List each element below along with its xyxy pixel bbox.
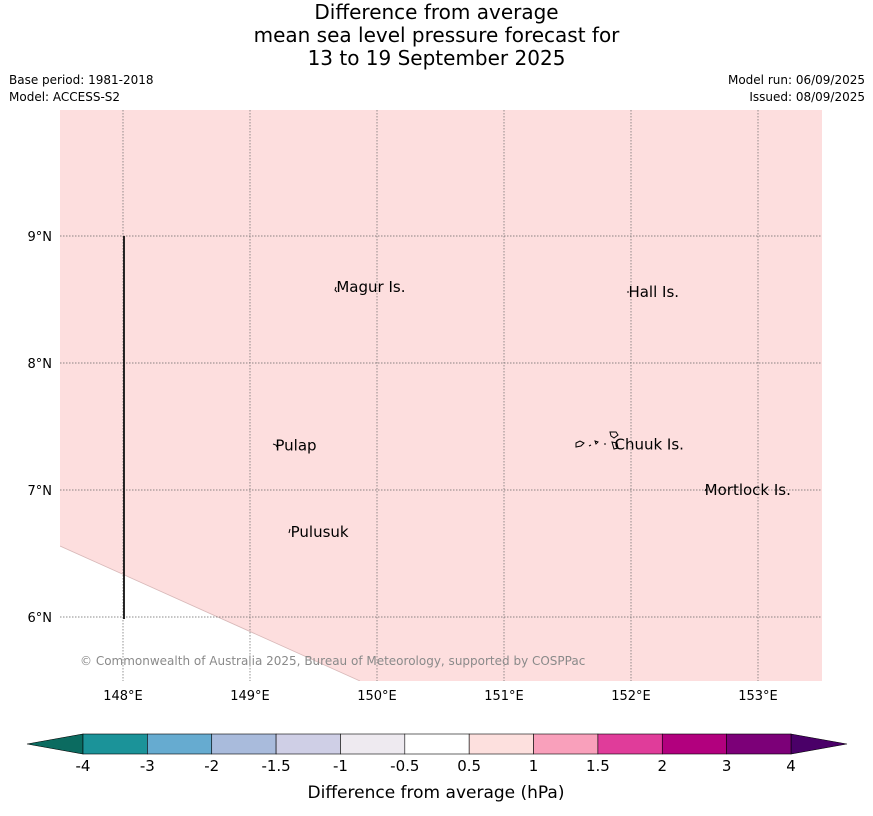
island-pulusuk [288,528,291,534]
base-period: Base period: 1981-2018 [9,73,154,87]
place-label: Hall Is. [628,283,679,301]
colorbar-tick-label: -3 [140,757,155,775]
island-chuuk-3 [594,440,599,445]
gridlines [60,110,822,681]
colorbar-segment [211,733,277,755]
colorbar: -4 -3 -2 -1.5 -1 -0.5 0.5 1 1.5 2 3 4 Difference fr… [26,733,848,803]
colorbar-tick-label: 0.5 [457,757,481,775]
island-chuuk-6 [611,441,619,450]
colorbar-tick-label: -1.5 [261,757,290,775]
colorbar-segment [597,733,663,755]
map-panel: Magur Is. Hall Is. Pulap Chuuk Is. Mortlock … [60,110,822,681]
colorbar-tick-label: 4 [786,757,796,775]
longitude-labels: 148°E 149°E 150°E 151°E 152°E 153°E [103,689,778,704]
place-label: Pulap [275,437,316,455]
island-chuuk-5 [609,431,619,439]
colorbar-segment [726,733,792,755]
latitude-label: 7°N [28,484,53,499]
longitude-label: 149°E [230,689,270,704]
colorbar-tick-label: 3 [722,757,732,775]
island-magur [334,286,338,293]
island-outlines [272,286,707,534]
copyright-notice: © Commonwealth of Australia 2025, Bureau… [80,654,585,668]
title-line-2: mean sea level pressure forecast for [253,23,620,47]
latitude-label: 9°N [28,230,53,245]
latitude-labels: 9°N 8°N 7°N 6°N [28,230,53,626]
longitude-label: 151°E [484,689,524,704]
place-label: Pulusuk [291,523,349,541]
colorbar-tick-label: 2 [657,757,667,775]
colorbar-tick-label: 1.5 [586,757,610,775]
island-pulap [272,443,278,448]
island-chuuk-1 [575,440,585,448]
place-label: Magur Is. [336,278,405,296]
colorbar-tick-label: -2 [204,757,219,775]
model-name: Model: ACCESS-S2 [9,90,121,104]
island-chuuk-2 [588,444,592,447]
latitude-label: 8°N [28,357,53,372]
colorbar-segment [661,733,727,755]
colorbar-segment [468,733,534,755]
longitude-label: 152°E [611,689,651,704]
place-label: Mortlock Is. [705,481,791,499]
colorbar-segment [340,733,406,755]
colorbar-tick-label: -0.5 [390,757,419,775]
place-label: Chuuk Is. [614,435,683,453]
latitude-label: 6°N [28,611,53,626]
colorbar-segment [275,733,341,755]
colorbar-label: Difference from average (hPa) [308,783,565,803]
model-run: Model run: 06/09/2025 [727,73,865,87]
title-line-1: Difference from average [314,0,559,24]
longitude-label: 148°E [103,689,143,704]
island-mortlock [704,488,707,492]
colorbar-segment [533,733,599,755]
colorbar-tick-label: -4 [76,757,91,775]
place-labels: Magur Is. Hall Is. Pulap Chuuk Is. Mortlock … [275,278,790,541]
colorbar-segment [404,733,470,755]
colorbar-segment [147,733,213,755]
colorbar-high-extend [790,733,848,755]
longitude-label: 153°E [738,689,778,704]
colorbar-low-extend [26,733,84,755]
colorbar-tick-label: 1 [529,757,539,775]
title-line-3: 13 to 19 September 2025 [307,46,566,70]
issued-date: Issued: 08/09/2025 [749,90,865,104]
colorbar-segment [82,733,148,755]
pressure-anomaly-fill [60,110,822,681]
fill-boundary [60,545,361,681]
colorbar-tick-label: -1 [333,757,348,775]
longitude-label: 150°E [357,689,397,704]
